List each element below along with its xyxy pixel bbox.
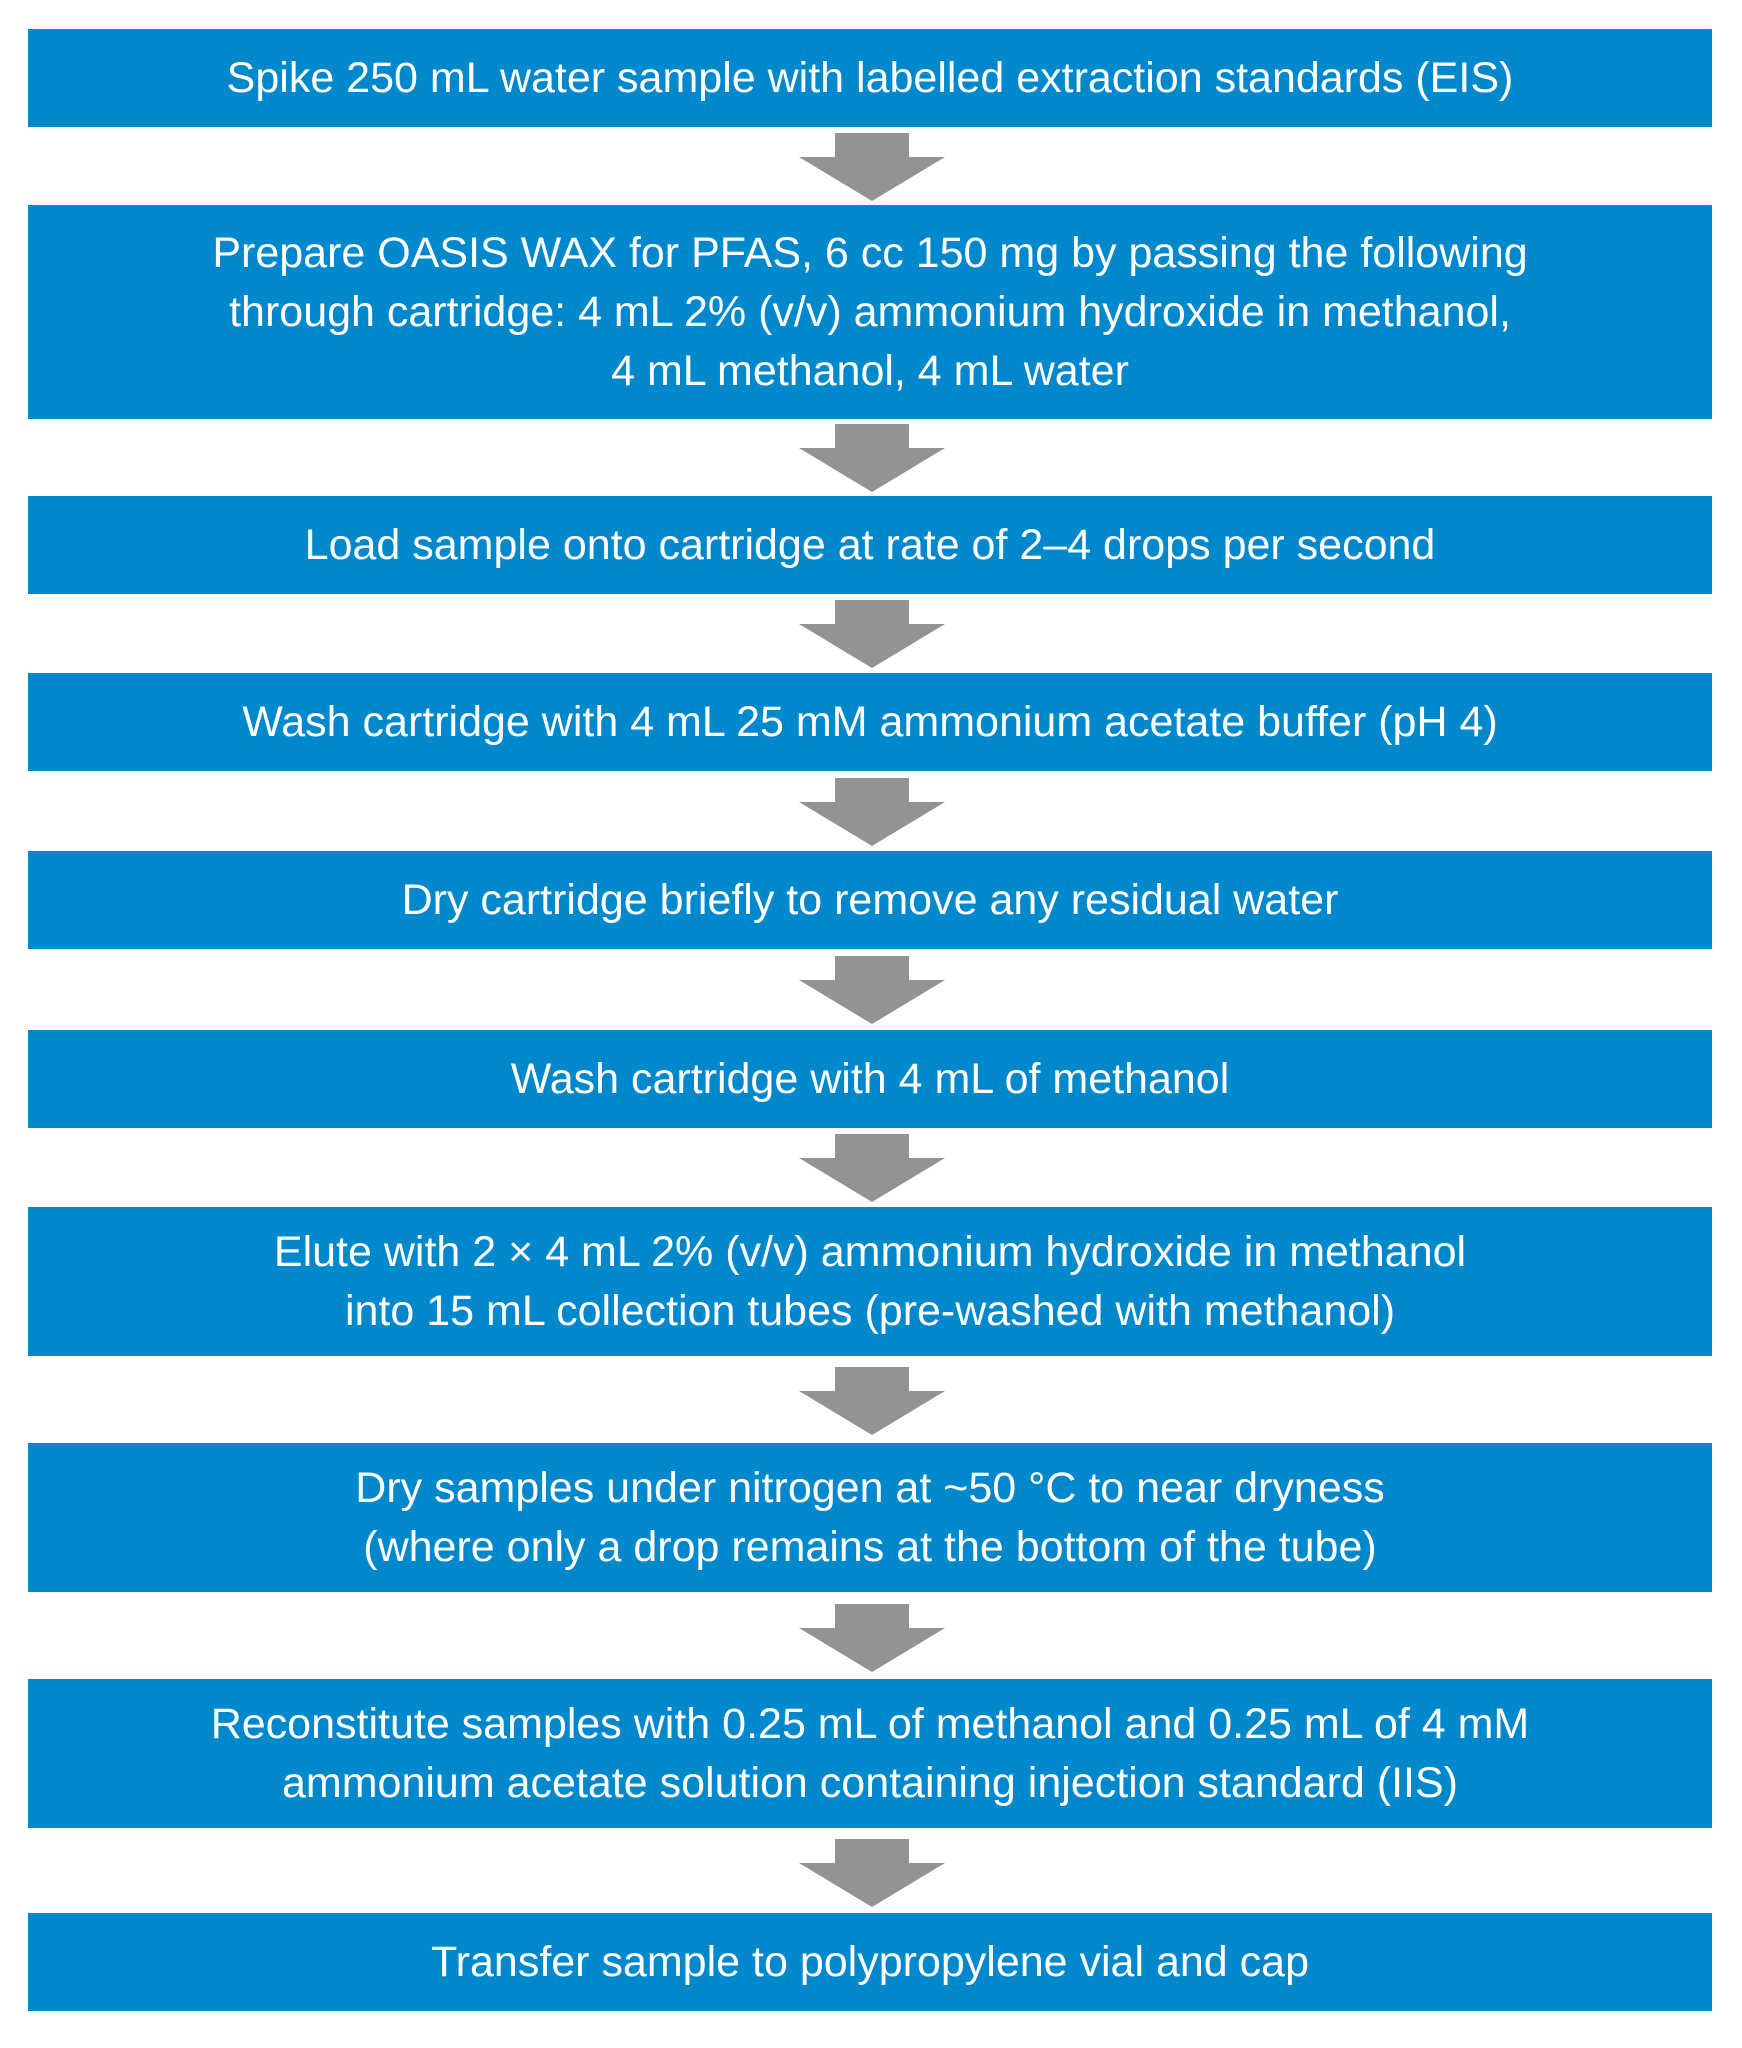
step-box-dry-samples: Dry samples under nitrogen at ~50 °C to … (28, 1443, 1712, 1592)
step-box-reconstitute: Reconstitute samples with 0.25 mL of met… (28, 1679, 1712, 1828)
step-box-prepare-cartridge: Prepare OASIS WAX for PFAS, 6 cc 150 mg … (28, 205, 1712, 419)
down-arrow-icon (799, 956, 945, 1024)
step-box-elute: Elute with 2 × 4 mL 2% (v/v) ammonium hy… (28, 1207, 1712, 1356)
step-text: Load sample onto cartridge at rate of 2–… (304, 520, 1436, 569)
step-box-load-sample: Load sample onto cartridge at rate of 2–… (28, 496, 1712, 594)
step-text: Transfer sample to polypropylene vial an… (431, 1937, 1309, 1986)
step-text: Dry samples under nitrogen at ~50 °C to … (355, 1463, 1385, 1571)
step-box-transfer: Transfer sample to polypropylene vial an… (28, 1913, 1712, 2011)
step-box-wash-methanol: Wash cartridge with 4 mL of methanol (28, 1030, 1712, 1128)
down-arrow-icon (799, 1367, 945, 1435)
down-arrow-icon (799, 1604, 945, 1672)
step-text: Dry cartridge briefly to remove any resi… (401, 875, 1339, 924)
step-text: Prepare OASIS WAX for PFAS, 6 cc 150 mg … (212, 228, 1528, 395)
step-text: Wash cartridge with 4 mL of methanol (510, 1054, 1230, 1103)
step-text: Elute with 2 × 4 mL 2% (v/v) ammonium hy… (273, 1227, 1467, 1335)
step-text: Wash cartridge with 4 mL 25 mM ammonium … (242, 697, 1498, 746)
step-box-spike-sample: Spike 250 mL water sample with labelled … (28, 29, 1712, 127)
step-box-wash-buffer: Wash cartridge with 4 mL 25 mM ammonium … (28, 673, 1712, 771)
down-arrow-icon (799, 778, 945, 846)
down-arrow-icon (799, 133, 945, 201)
down-arrow-icon (799, 600, 945, 668)
down-arrow-icon (799, 424, 945, 492)
down-arrow-icon (799, 1839, 945, 1907)
step-text: Spike 250 mL water sample with labelled … (226, 53, 1514, 102)
step-box-dry-cartridge: Dry cartridge briefly to remove any resi… (28, 851, 1712, 949)
down-arrow-icon (799, 1134, 945, 1202)
step-text: Reconstitute samples with 0.25 mL of met… (210, 1699, 1530, 1807)
